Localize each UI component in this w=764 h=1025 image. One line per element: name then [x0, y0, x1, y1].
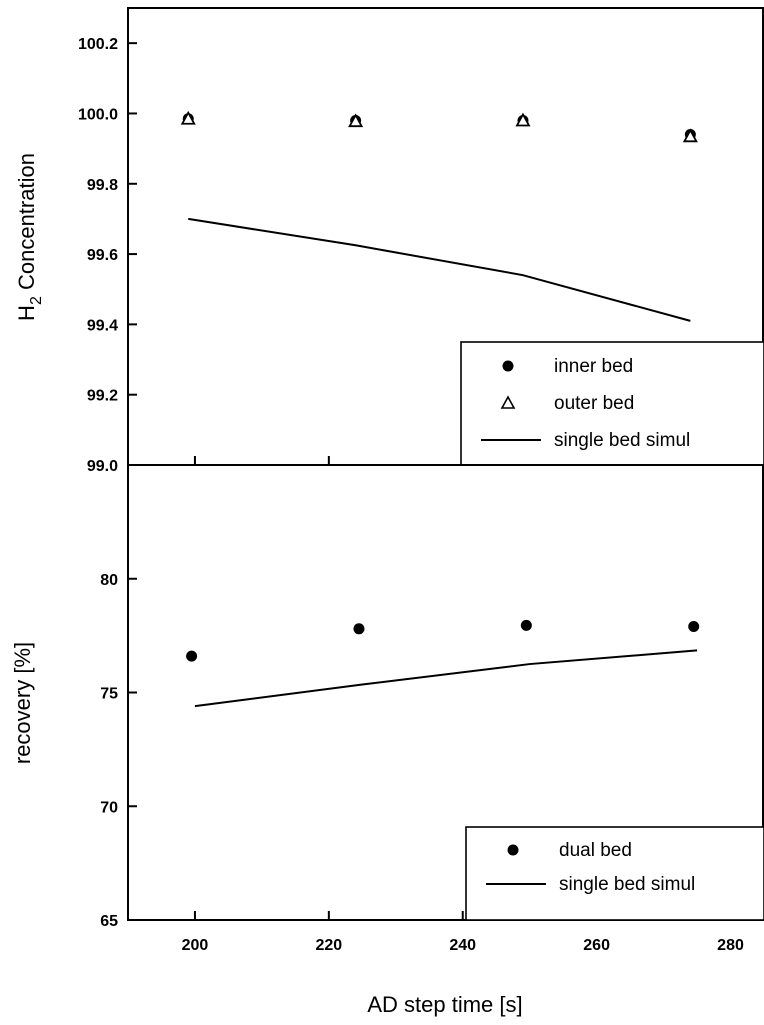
bottom-y-axis-label: recovery [%] [10, 642, 35, 764]
bottom-data-point-circle [688, 621, 700, 633]
top-y-tick-label: 99.6 [87, 247, 118, 264]
bottom-x-tick-label: 200 [182, 937, 209, 954]
top-data-point-triangle [348, 113, 364, 128]
top-y-tick-label: 100.2 [78, 36, 118, 53]
bottom-legend-marker-circle [507, 844, 519, 856]
top-legend-marker-triangle [500, 395, 516, 409]
bottom-data-point-circle [353, 623, 365, 635]
top-legend-label: outer bed [554, 393, 634, 414]
top-y-axis-label: H2 Concentration [14, 153, 45, 321]
top-legend-marker-circle [502, 360, 514, 372]
bottom-data-point-circle [520, 619, 532, 631]
bottom-data-point-circle [186, 650, 198, 662]
top-data-point-triangle [180, 110, 196, 125]
y-label-subscript: 2 [28, 296, 45, 305]
x-axis-label: AD step time [s] [367, 992, 522, 1017]
bottom-legend-label: single bed simul [559, 874, 695, 895]
top-series-line [188, 217, 691, 322]
bottom-y-tick-label: 80 [100, 572, 118, 589]
top-data-point-triangle [515, 112, 531, 127]
top-legend-label: single bed simul [554, 430, 690, 451]
top-y-tick-label: 99.4 [87, 317, 118, 334]
top-y-tick-label: 99.2 [87, 388, 118, 405]
top-legend-label: inner bed [554, 356, 633, 377]
top-y-tick-label: 100.0 [78, 106, 118, 123]
bottom-legend-label: dual bed [559, 840, 632, 861]
y-label-base: H [14, 305, 39, 321]
bottom-x-tick-label: 260 [583, 937, 610, 954]
bottom-x-tick-label: 280 [717, 937, 744, 954]
top-y-tick-label: 99.0 [87, 458, 118, 475]
top-panel: 99.0 99.2 99.4 99.6 99.8 100.0 100.2 H2 Concent… [14, 7, 764, 475]
bottom-panel: 65 70 75 80 200 220 240 260 280 recovery [%] dual … [10, 464, 764, 954]
bottom-series-line [194, 649, 698, 708]
bottom-y-tick-label: 75 [100, 686, 118, 703]
bottom-x-tick-label: 240 [449, 937, 476, 954]
y-label-rest: Concentration [14, 153, 39, 296]
bottom-legend-box [465, 826, 764, 921]
bottom-x-tick-label: 220 [315, 937, 342, 954]
bottom-y-tick-label: 70 [100, 799, 118, 816]
top-data-point-triangle [682, 128, 698, 143]
bottom-y-tick-label: 65 [100, 913, 118, 930]
top-y-tick-label: 99.8 [87, 177, 118, 194]
